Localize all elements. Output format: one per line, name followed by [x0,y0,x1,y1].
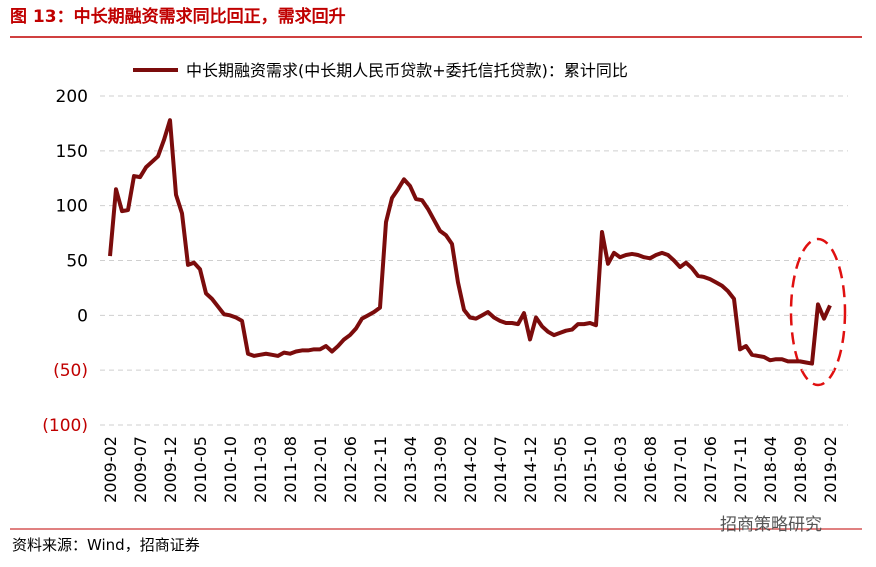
y-tick-label: 0 [77,306,88,326]
data-line [108,118,832,366]
x-tick-label: 2014-07 [491,436,510,503]
x-tick-label: 2015-05 [551,436,570,503]
source: 资料来源：Wind，招商证券 [12,536,200,554]
x-tick-label: 2009-12 [161,436,180,503]
x-tick-label: 2014-02 [461,436,480,503]
x-tick-label: 2011-08 [281,436,300,503]
x-tick-label: 2009-07 [131,436,150,503]
watermark: 招商策略研究 [720,515,822,535]
x-tick-label: 2013-04 [401,436,420,503]
y-tick-label: (100) [42,416,88,436]
x-tick-label: 2012-11 [371,436,390,503]
x-tick-label: 2013-09 [431,436,450,503]
x-tick-label: 2017-06 [701,436,720,503]
x-tick-label: 2016-08 [641,436,660,503]
chart-title: 图 13：中长期融资需求同比回正，需求回升 [10,6,346,27]
x-tick-label: 2010-05 [191,436,210,503]
x-tick-label: 2010-10 [221,436,240,503]
x-tick-label: 2018-09 [791,436,810,503]
x-tick-label: 2017-11 [731,436,750,503]
x-tick-label: 2011-03 [251,436,270,503]
y-tick-label: 100 [56,197,88,217]
y-tick-label: 50 [66,252,88,272]
x-tick-label: 2012-06 [341,436,360,503]
x-tick-label: 2017-01 [671,436,690,503]
y-tick-label: (50) [53,361,88,381]
x-tick-label: 2018-04 [761,436,780,503]
highlight-ellipse [789,237,847,387]
y-tick-label: 200 [56,87,88,107]
x-tick-label: 2019-02 [821,436,840,503]
legend-label: 中长期融资需求(中长期人民币贷款+委托信托贷款)：累计同比 [186,61,628,80]
x-tick-label: 2009-02 [101,436,120,503]
x-tick-label: 2016-03 [611,436,630,503]
x-tick-label: 2014-12 [521,436,540,503]
y-tick-label: 150 [56,142,88,162]
x-tick-label: 2015-10 [581,436,600,503]
x-tick-label: 2012-01 [311,436,330,503]
